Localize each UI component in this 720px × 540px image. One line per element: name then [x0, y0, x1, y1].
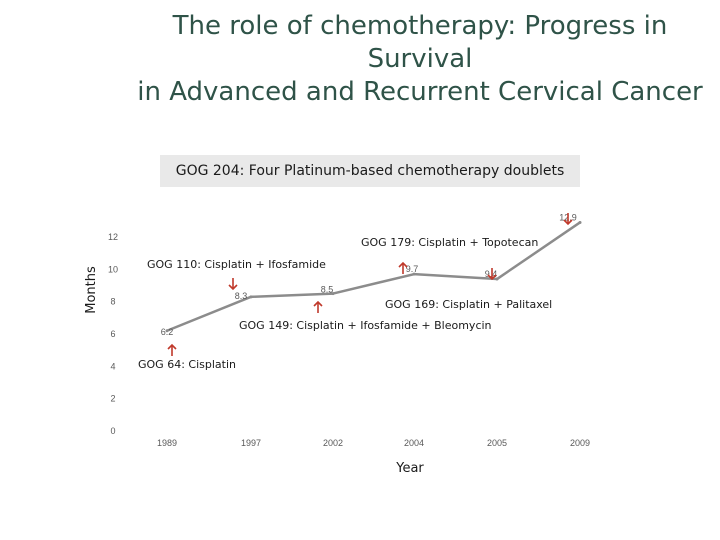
data-point	[412, 272, 416, 276]
series-line-segment	[495, 221, 582, 281]
series-line-segment	[165, 295, 253, 333]
series-line-segment	[331, 272, 416, 295]
annotation-label: GOG 149: Cisplatin + Ifosfamide + Bleomy…	[239, 319, 492, 332]
arrow-head	[167, 343, 177, 350]
arrow-head	[398, 261, 408, 268]
data-label: 6.2	[161, 327, 174, 337]
annotation-label: GOG 179: Cisplatin + Topotecan	[361, 236, 538, 249]
data-point	[331, 292, 335, 296]
arrow-head	[313, 300, 323, 307]
series-line-segment	[249, 292, 335, 299]
x-tick-label: 2002	[323, 438, 343, 448]
series-line-segment	[412, 272, 499, 281]
data-point	[249, 295, 253, 299]
x-tick-label: 1997	[241, 438, 261, 448]
arrow-head	[228, 284, 238, 291]
data-point	[495, 277, 499, 281]
arrow-head	[563, 219, 573, 226]
data-label: 9.7	[406, 264, 419, 274]
arrow-up-icon	[167, 343, 177, 356]
page-title: The role of chemotherapy: Progress in Su…	[120, 10, 720, 109]
y-tick-label: 12	[108, 232, 118, 242]
arrow-down-icon	[563, 213, 573, 226]
y-tick-label: 4	[110, 361, 115, 371]
data-label: 8.5	[321, 285, 334, 295]
annotation-label: GOG 64: Cisplatin	[138, 358, 236, 371]
gog-204-banner: GOG 204: Four Platinum-based chemotherap…	[160, 155, 580, 187]
arrow-up-icon	[313, 300, 323, 313]
y-tick-label: 6	[110, 329, 115, 339]
y-tick-label: 8	[110, 297, 115, 307]
data-point	[165, 329, 169, 333]
title-line-1: The role of chemotherapy: Progress in Su…	[172, 11, 668, 74]
title-line-2: in Advanced and Recurrent Cervical Cance…	[137, 77, 703, 107]
annotation-label: GOG 110: Cisplatin + Ifosfamide	[147, 258, 326, 271]
x-tick-label: 2005	[487, 438, 507, 448]
arrow-down-icon	[487, 268, 497, 281]
data-point	[578, 220, 582, 224]
y-axis-title: Months	[84, 266, 99, 314]
x-tick-label: 1989	[157, 438, 177, 448]
arrow-down-icon	[228, 278, 238, 291]
arrow-head	[487, 274, 497, 281]
data-label: 8.3	[235, 291, 248, 301]
y-tick-label: 2	[110, 394, 115, 404]
x-axis-title: Year	[395, 461, 424, 476]
data-label: 9.4	[485, 269, 498, 279]
annotation-label: GOG 169: Cisplatin + Palitaxel	[385, 298, 552, 311]
x-tick-label: 2004	[404, 438, 424, 448]
arrow-up-icon	[398, 261, 408, 274]
y-tick-label: 0	[110, 426, 115, 436]
y-tick-label: 10	[108, 264, 118, 274]
x-tick-label: 2009	[570, 438, 590, 448]
